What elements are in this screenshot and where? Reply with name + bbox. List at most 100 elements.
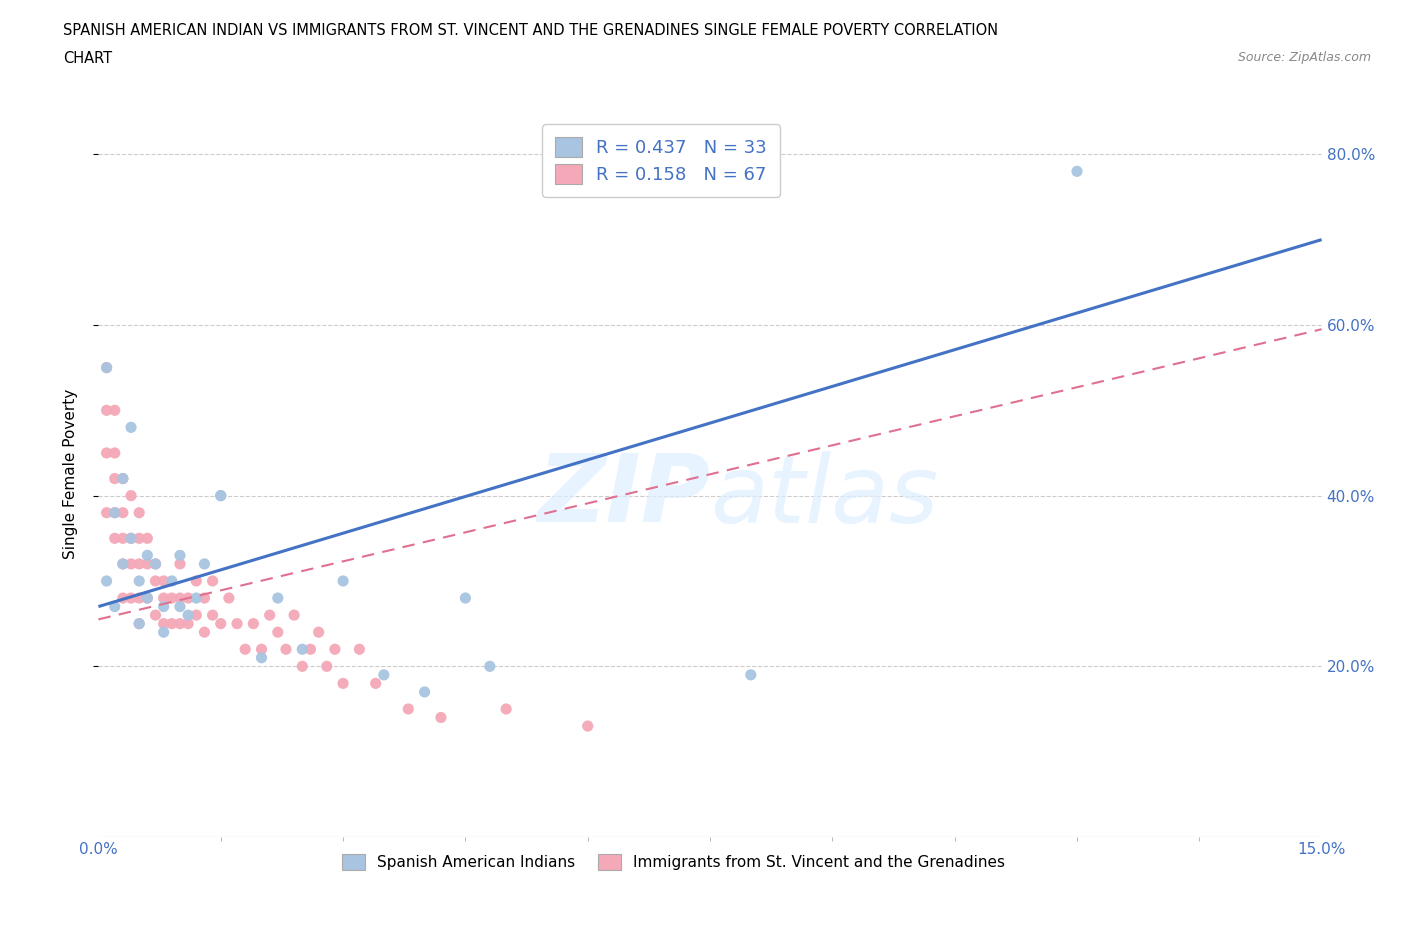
Point xyxy=(576,719,599,734)
Point xyxy=(120,531,142,546)
Point xyxy=(193,591,215,605)
Text: CHART: CHART xyxy=(63,51,112,66)
Point xyxy=(201,574,224,589)
Point xyxy=(308,625,330,640)
Point xyxy=(136,531,159,546)
Point xyxy=(104,531,127,546)
Point xyxy=(136,556,159,571)
Point xyxy=(128,556,150,571)
Point xyxy=(201,607,224,622)
Point xyxy=(145,607,167,622)
Point xyxy=(478,658,501,673)
Point xyxy=(250,650,273,665)
Point xyxy=(209,617,232,631)
Point xyxy=(152,599,174,614)
Point xyxy=(136,548,159,563)
Point xyxy=(128,617,150,631)
Point xyxy=(267,625,290,640)
Point xyxy=(226,617,249,631)
Point xyxy=(186,574,208,589)
Point xyxy=(111,505,134,520)
Point xyxy=(120,591,142,605)
Point xyxy=(104,403,127,418)
Point xyxy=(104,599,127,614)
Point xyxy=(136,591,159,605)
Point xyxy=(152,574,174,589)
Point xyxy=(96,360,118,375)
Point xyxy=(104,472,127,486)
Point xyxy=(96,445,118,460)
Point xyxy=(332,574,354,589)
Point xyxy=(111,556,134,571)
Legend: Spanish American Indians, Immigrants from St. Vincent and the Grenadines: Spanish American Indians, Immigrants fro… xyxy=(336,848,1011,876)
Point xyxy=(186,591,208,605)
Point xyxy=(152,591,174,605)
Point xyxy=(209,488,232,503)
Point xyxy=(96,360,118,375)
Point xyxy=(740,668,762,683)
Point xyxy=(145,556,167,571)
Point xyxy=(120,556,142,571)
Point xyxy=(283,607,305,622)
Point xyxy=(209,488,232,503)
Point xyxy=(177,607,200,622)
Point xyxy=(111,472,134,486)
Point xyxy=(267,591,290,605)
Point xyxy=(128,574,150,589)
Point xyxy=(111,591,134,605)
Point xyxy=(373,668,395,683)
Point xyxy=(1066,164,1088,179)
Point xyxy=(332,676,354,691)
Text: atlas: atlas xyxy=(710,450,938,541)
Point xyxy=(120,531,142,546)
Point xyxy=(274,642,297,657)
Point xyxy=(104,505,127,520)
Point xyxy=(128,531,150,546)
Point xyxy=(96,505,118,520)
Point xyxy=(96,403,118,418)
Point xyxy=(193,556,215,571)
Point xyxy=(111,556,134,571)
Point xyxy=(177,617,200,631)
Point xyxy=(495,701,517,716)
Point xyxy=(193,625,215,640)
Point xyxy=(413,684,436,699)
Point xyxy=(177,591,200,605)
Point xyxy=(349,642,371,657)
Point xyxy=(152,617,174,631)
Point xyxy=(169,599,191,614)
Point xyxy=(111,472,134,486)
Point xyxy=(291,658,314,673)
Point xyxy=(96,574,118,589)
Point xyxy=(291,642,314,657)
Point xyxy=(145,556,167,571)
Point xyxy=(128,591,150,605)
Point xyxy=(136,591,159,605)
Point xyxy=(233,642,256,657)
Point xyxy=(160,591,183,605)
Point xyxy=(323,642,346,657)
Point xyxy=(250,642,273,657)
Point xyxy=(120,420,142,435)
Point xyxy=(364,676,387,691)
Point xyxy=(299,642,322,657)
Point xyxy=(430,711,453,725)
Point xyxy=(259,607,281,622)
Point xyxy=(218,591,240,605)
Point xyxy=(169,617,191,631)
Text: Source: ZipAtlas.com: Source: ZipAtlas.com xyxy=(1237,51,1371,64)
Point xyxy=(160,574,183,589)
Point xyxy=(169,548,191,563)
Point xyxy=(242,617,264,631)
Point xyxy=(160,617,183,631)
Point xyxy=(454,591,477,605)
Point xyxy=(169,591,191,605)
Point xyxy=(152,625,174,640)
Point xyxy=(128,617,150,631)
Text: ZIP: ZIP xyxy=(537,450,710,542)
Point xyxy=(104,505,127,520)
Text: SPANISH AMERICAN INDIAN VS IMMIGRANTS FROM ST. VINCENT AND THE GRENADINES SINGLE: SPANISH AMERICAN INDIAN VS IMMIGRANTS FR… xyxy=(63,23,998,38)
Point xyxy=(396,701,419,716)
Point xyxy=(145,574,167,589)
Y-axis label: Single Female Poverty: Single Female Poverty xyxy=(63,389,77,560)
